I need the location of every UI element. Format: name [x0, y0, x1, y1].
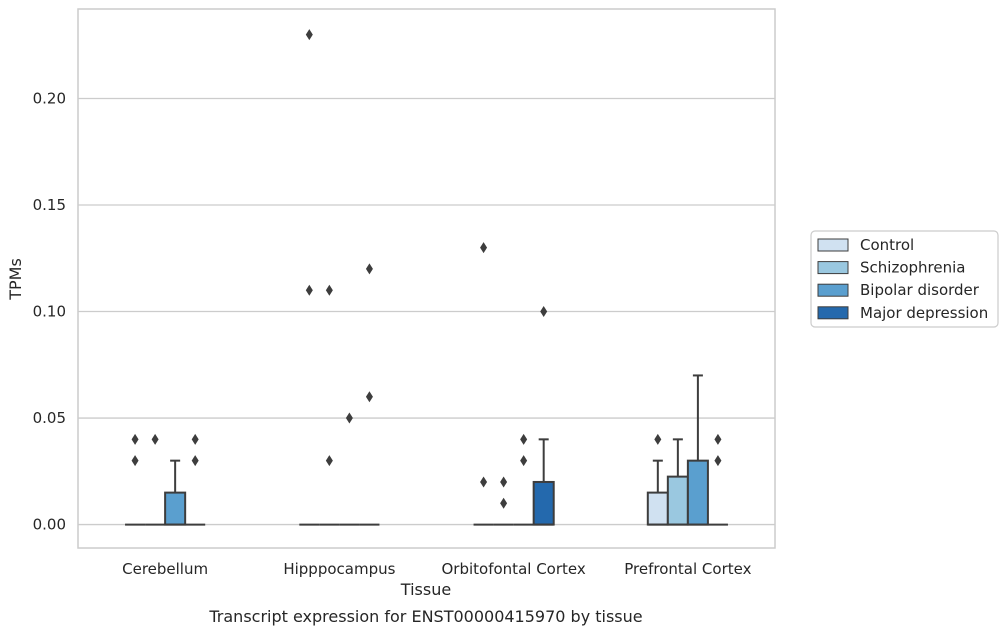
outlier-point [365, 391, 373, 403]
legend-swatch [817, 283, 849, 297]
legend-swatch [817, 238, 849, 252]
box-schizophrenia [493, 476, 514, 526]
y-tick-labels: 0.00 0.05 0.10 0.15 0.20 [33, 89, 66, 533]
box-rect [164, 491, 187, 526]
x-axis-label: Tissue [400, 580, 451, 599]
legend-swatch [817, 306, 849, 320]
y-tick-label: 0.15 [33, 196, 66, 214]
box-major-depression [185, 433, 206, 526]
grid-lines [78, 97, 775, 526]
box-major-depression [359, 263, 380, 526]
legend-frame [810, 230, 999, 328]
box-groups [125, 29, 728, 526]
outlier-point [500, 497, 508, 509]
legend-label: Major depression [860, 304, 988, 322]
x-tick-label: Prefrontal Cortex [624, 560, 751, 578]
box-rect [666, 475, 689, 526]
x-tick-label: Orbitofontal Cortex [442, 560, 586, 578]
box-rect [686, 459, 709, 526]
legend-swatch [817, 261, 849, 275]
outlier-point [305, 284, 313, 296]
box-control [299, 29, 320, 526]
x-tick-label: Hipppocampus [283, 560, 395, 578]
legend-label: Bipolar disorder [860, 281, 980, 299]
outlier-point [654, 433, 662, 445]
box-major-depression [707, 433, 728, 526]
outlier-point [365, 263, 373, 275]
y-tick-label: 0.10 [33, 303, 66, 321]
plot-frame [77, 8, 776, 549]
box-bipolar-disorder [686, 374, 709, 526]
outlier-point [191, 433, 199, 445]
box-schizophrenia [666, 438, 689, 526]
box-bipolar-disorder [339, 412, 360, 526]
legend: Control Schizophrenia Bipolar disorder Majo… [810, 230, 999, 328]
outlier-point [714, 455, 722, 467]
chart-caption: Transcript expression for ENST0000041597… [208, 607, 642, 626]
outlier-point [325, 284, 333, 296]
outlier-point [520, 433, 528, 445]
outlier-point [540, 306, 548, 318]
outlier-point [325, 455, 333, 467]
box-control [473, 242, 494, 526]
box-major-depression [532, 306, 555, 526]
outlier-point [151, 433, 159, 445]
outlier-point [305, 29, 313, 41]
box-control [646, 433, 669, 526]
y-tick-label: 0.05 [33, 409, 66, 427]
x-tick-labels: Cerebellum Hipppocampus Orbitofontal Corte… [122, 560, 751, 578]
outlier-point [131, 455, 139, 467]
box-rect [532, 480, 555, 526]
box-rect [646, 491, 669, 526]
outlier-point [714, 433, 722, 445]
y-tick-label: 0.00 [33, 516, 66, 534]
box-control [125, 433, 146, 526]
box-schizophrenia [319, 284, 340, 526]
outlier-point [480, 476, 488, 488]
y-tick-label: 0.20 [33, 89, 66, 107]
box-bipolar-disorder [164, 459, 187, 526]
legend-label: Schizophrenia [860, 259, 965, 277]
outlier-point [131, 433, 139, 445]
outlier-point [500, 476, 508, 488]
outlier-point [520, 455, 528, 467]
outlier-point [191, 455, 199, 467]
outlier-point [480, 242, 488, 254]
y-axis-label: TPMs [6, 258, 25, 301]
x-tick-label: Cerebellum [122, 560, 208, 578]
outlier-point [345, 412, 353, 424]
legend-label: Control [860, 236, 914, 254]
box-schizophrenia [145, 433, 166, 526]
box-bipolar-disorder [513, 433, 534, 526]
